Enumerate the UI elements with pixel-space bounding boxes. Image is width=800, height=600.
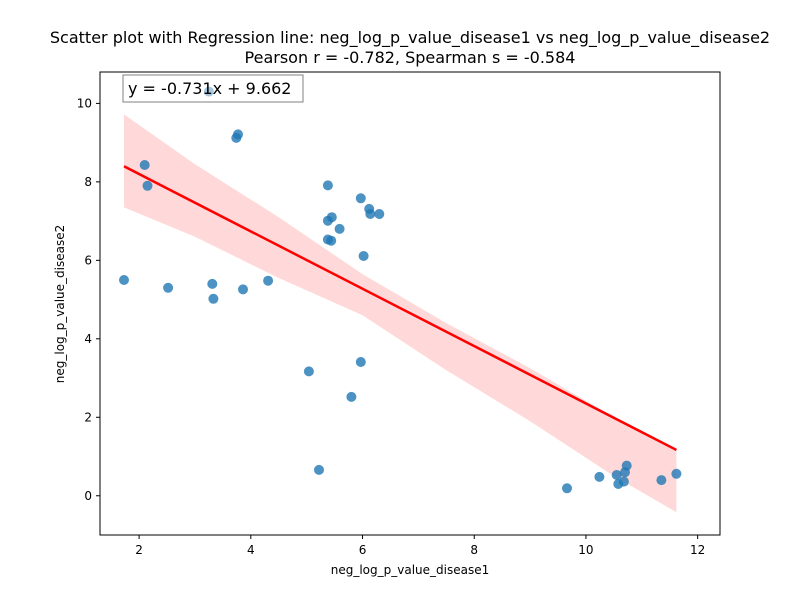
- data-point: [355, 357, 366, 367]
- data-point: [314, 464, 324, 475]
- data-point: [618, 476, 629, 487]
- data-point: [139, 160, 150, 170]
- data-point: [303, 366, 314, 377]
- data-point: [562, 483, 572, 494]
- data-point: [365, 209, 376, 219]
- data-points-layer: [119, 86, 682, 494]
- data-point: [355, 193, 366, 204]
- data-point: [621, 460, 632, 471]
- data-point: [358, 251, 369, 261]
- data-point: [233, 129, 243, 140]
- plot-area-frame: [99, 71, 721, 536]
- x-tick-label: 4: [247, 543, 255, 557]
- chart-subtitle: Pearson r = -0.782, Spearman s = -0.584: [245, 48, 576, 67]
- y-tick-label: 4: [84, 332, 92, 346]
- data-point: [656, 475, 667, 486]
- data-point: [346, 391, 357, 402]
- data-point: [611, 470, 622, 480]
- data-point: [238, 284, 248, 295]
- y-tick-label: 8: [84, 175, 92, 189]
- x-tick-label: 12: [690, 543, 705, 557]
- y-tick-label: 0: [84, 489, 92, 503]
- regression-equation: y = -0.731x + 9.662: [128, 79, 291, 98]
- x-tick-label: 6: [359, 543, 367, 557]
- y-axis-ticks: 0 2 4 6 8 10: [77, 96, 100, 503]
- annotation-box: [122, 74, 304, 103]
- data-point: [594, 471, 605, 482]
- confidence-band-layer: [124, 114, 677, 513]
- data-point: [326, 212, 337, 223]
- data-point: [671, 468, 682, 479]
- y-tick-label: 2: [84, 410, 92, 424]
- data-point: [119, 275, 129, 285]
- chart-title: Scatter plot with Regression line: neg_l…: [50, 28, 770, 48]
- y-axis-label: neg_log_p_value_disease2: [53, 225, 67, 384]
- data-point: [326, 235, 337, 246]
- x-axis-ticks: 2 4 6 8 10 12: [135, 535, 705, 557]
- regression-line: [123, 165, 678, 452]
- x-tick-label: 8: [470, 543, 478, 557]
- data-point: [142, 180, 153, 191]
- x-axis-label: neg_log_p_value_disease1: [331, 563, 490, 577]
- data-point: [263, 275, 274, 286]
- y-tick-label: 10: [77, 96, 92, 110]
- data-point: [207, 278, 218, 289]
- regression-equation-box: y = -0.731x + 9.662: [122, 74, 304, 103]
- data-point: [163, 282, 174, 293]
- regression-line-layer: [123, 165, 678, 452]
- data-point: [334, 223, 345, 234]
- confidence-band: [124, 114, 677, 513]
- x-tick-label: 10: [578, 543, 593, 557]
- x-tick-label: 2: [135, 543, 143, 557]
- data-point: [374, 209, 385, 219]
- data-point: [322, 180, 333, 191]
- data-point: [208, 293, 219, 304]
- y-tick-label: 6: [84, 253, 92, 267]
